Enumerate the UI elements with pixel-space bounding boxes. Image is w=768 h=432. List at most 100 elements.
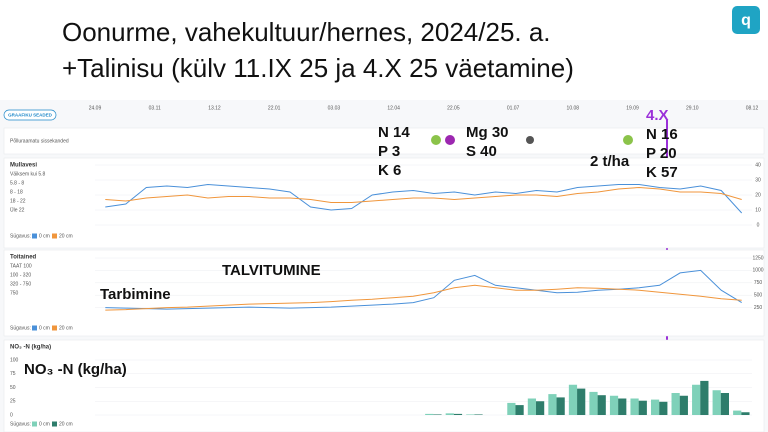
- annotation: N 16: [646, 126, 678, 143]
- date-label: 24.09: [89, 105, 102, 111]
- bar: [659, 401, 668, 415]
- bar: [474, 414, 483, 415]
- icon: [445, 135, 455, 145]
- settings-button[interactable]: [3, 109, 57, 121]
- panel-title: Toitained: [10, 255, 37, 261]
- annotation: 4.X: [646, 107, 669, 124]
- legend-box[interactable]: [32, 325, 37, 331]
- title-line: +Talinisu (külv 11.IX 25 ja 4.X 25 väeta…: [62, 53, 574, 83]
- series-line: [105, 183, 743, 214]
- bar: [609, 395, 619, 415]
- legend-label: 0 cm: [39, 233, 50, 239]
- date-label: 13.12: [208, 105, 221, 111]
- y-tick-label: 30: [755, 177, 761, 183]
- y-tick-label: 25: [10, 399, 16, 405]
- class-label: 8 - 18: [10, 189, 23, 195]
- bar: [548, 394, 557, 415]
- class-label: 100 - 320: [10, 272, 31, 278]
- legend-box[interactable]: [52, 421, 57, 427]
- bar: [741, 412, 750, 415]
- class-label: 750: [10, 290, 19, 296]
- date-label: 10.08: [567, 105, 580, 111]
- bar: [720, 393, 730, 415]
- bar: [692, 384, 701, 415]
- panel: [3, 249, 765, 337]
- annotation: P 20: [646, 145, 677, 162]
- annotation: N 14: [378, 124, 410, 141]
- annotation: NO₃ -N (kg/ha): [24, 361, 127, 378]
- y-tick-label: 1000: [752, 268, 763, 274]
- annotation: Mg 30: [466, 124, 509, 141]
- y-tick-label: 40: [755, 162, 761, 168]
- bar: [618, 398, 627, 415]
- class-label: Üle 22: [10, 206, 25, 213]
- legend-box[interactable]: [32, 233, 37, 239]
- date-label: 19.09: [626, 105, 639, 111]
- annotation: S 40: [466, 143, 497, 160]
- panel-title: Põlluraamatu sissekanded: [10, 138, 69, 144]
- series-line: [105, 186, 742, 203]
- depth-label: Sügavus:: [10, 421, 31, 427]
- date-label: 03.11: [149, 105, 161, 111]
- bar: [638, 400, 647, 415]
- legend-box[interactable]: [52, 233, 57, 239]
- class-label: TAAT 100: [10, 263, 32, 269]
- depth-label: Sügavus:: [10, 325, 31, 331]
- series-line: [105, 284, 742, 311]
- legend-label: 0 cm: [39, 325, 50, 331]
- annotation: K 57: [646, 164, 678, 181]
- settings-label[interactable]: GRAAFIKU SEADED: [8, 113, 53, 118]
- logo: [732, 6, 760, 34]
- panel: [3, 127, 765, 155]
- bar: [466, 414, 475, 415]
- bar: [536, 401, 545, 415]
- bar: [597, 395, 606, 415]
- y-tick-label: 75: [10, 371, 16, 377]
- date-label: 29.10: [686, 105, 699, 111]
- bar: [433, 414, 442, 415]
- icon: [623, 135, 633, 145]
- bar: [671, 393, 680, 415]
- icon: [526, 136, 534, 144]
- y-tick-label: 0: [10, 412, 13, 418]
- panel: [3, 157, 765, 249]
- annotation: K 6: [378, 162, 401, 179]
- class-label: Väiksem kui 5.8: [10, 171, 46, 177]
- panel: [3, 339, 765, 432]
- panel-title: Mullavesi: [10, 163, 37, 169]
- bar: [445, 413, 454, 415]
- series-line: [105, 269, 742, 310]
- y-tick-label: 750: [754, 280, 763, 286]
- legend-label: 0 cm: [39, 421, 50, 427]
- legend-box[interactable]: [32, 421, 37, 427]
- y-tick-label: 500: [754, 293, 763, 299]
- annotation: 2 t/ha: [590, 153, 630, 170]
- bar: [515, 405, 524, 415]
- legend-box[interactable]: [52, 325, 57, 331]
- depth-label: Sügavus:: [10, 233, 31, 239]
- bar: [630, 398, 639, 415]
- annotation: TALVITUMINE: [222, 262, 321, 279]
- panel-title: NO₃ -N (kg/ha): [10, 345, 51, 351]
- bar: [527, 398, 537, 415]
- legend-label: 20 cm: [59, 421, 73, 427]
- y-tick-label: 250: [754, 305, 763, 311]
- logo-mark: q: [741, 12, 751, 29]
- bar: [425, 413, 434, 415]
- y-tick-label: 10: [755, 207, 761, 213]
- y-tick-label: 1250: [752, 255, 763, 261]
- y-tick-label: 50: [10, 385, 16, 391]
- icon: [431, 135, 441, 145]
- bar: [679, 395, 688, 415]
- bar: [453, 413, 463, 415]
- bar: [700, 380, 709, 415]
- y-tick-label: 20: [755, 192, 761, 198]
- annotation: Tarbimine: [100, 286, 171, 303]
- class-label: 18 - 22: [10, 198, 26, 204]
- bar: [712, 390, 721, 415]
- title-line: Oonurme, vahekultuur/hernes, 2024/25. a.: [62, 17, 551, 47]
- date-label: 01.07: [507, 105, 520, 111]
- bar: [577, 388, 586, 415]
- bar: [589, 391, 598, 415]
